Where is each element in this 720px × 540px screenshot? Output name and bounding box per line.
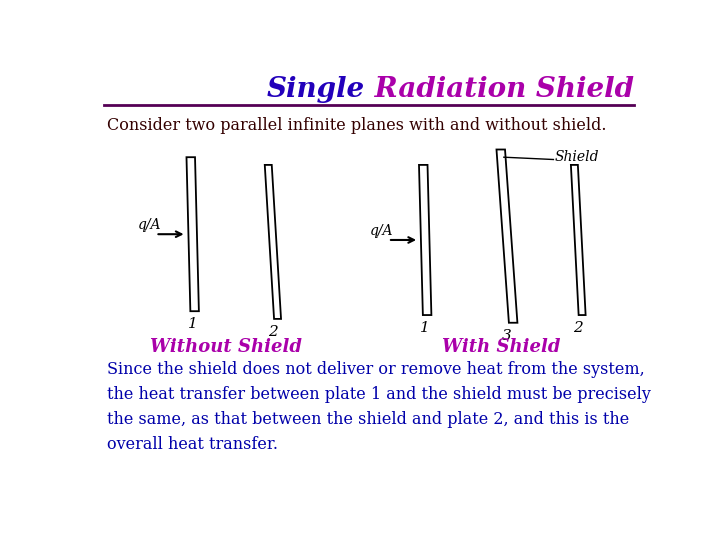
Text: Since the shield does not deliver or remove heat from the system,
the heat trans: Since the shield does not deliver or rem… bbox=[107, 361, 651, 453]
Text: Without Shield: Without Shield bbox=[150, 338, 302, 356]
Polygon shape bbox=[186, 157, 199, 311]
Text: Consider two parallel infinite planes with and without shield.: Consider two parallel infinite planes wi… bbox=[107, 117, 606, 134]
Polygon shape bbox=[571, 165, 585, 315]
Text: 1: 1 bbox=[420, 321, 430, 335]
Text: 3: 3 bbox=[502, 329, 512, 343]
Polygon shape bbox=[419, 165, 431, 315]
Text: 2: 2 bbox=[268, 325, 278, 339]
Text: With Shield: With Shield bbox=[441, 338, 560, 356]
Text: Radiation Shield: Radiation Shield bbox=[365, 76, 634, 103]
Text: Single: Single bbox=[267, 76, 365, 103]
Text: q/A: q/A bbox=[138, 218, 161, 232]
Polygon shape bbox=[497, 150, 518, 323]
Polygon shape bbox=[265, 165, 281, 319]
Text: q/A: q/A bbox=[370, 224, 394, 238]
Text: 1: 1 bbox=[188, 318, 197, 332]
Text: Shield: Shield bbox=[555, 150, 600, 164]
Text: 2: 2 bbox=[573, 321, 583, 335]
